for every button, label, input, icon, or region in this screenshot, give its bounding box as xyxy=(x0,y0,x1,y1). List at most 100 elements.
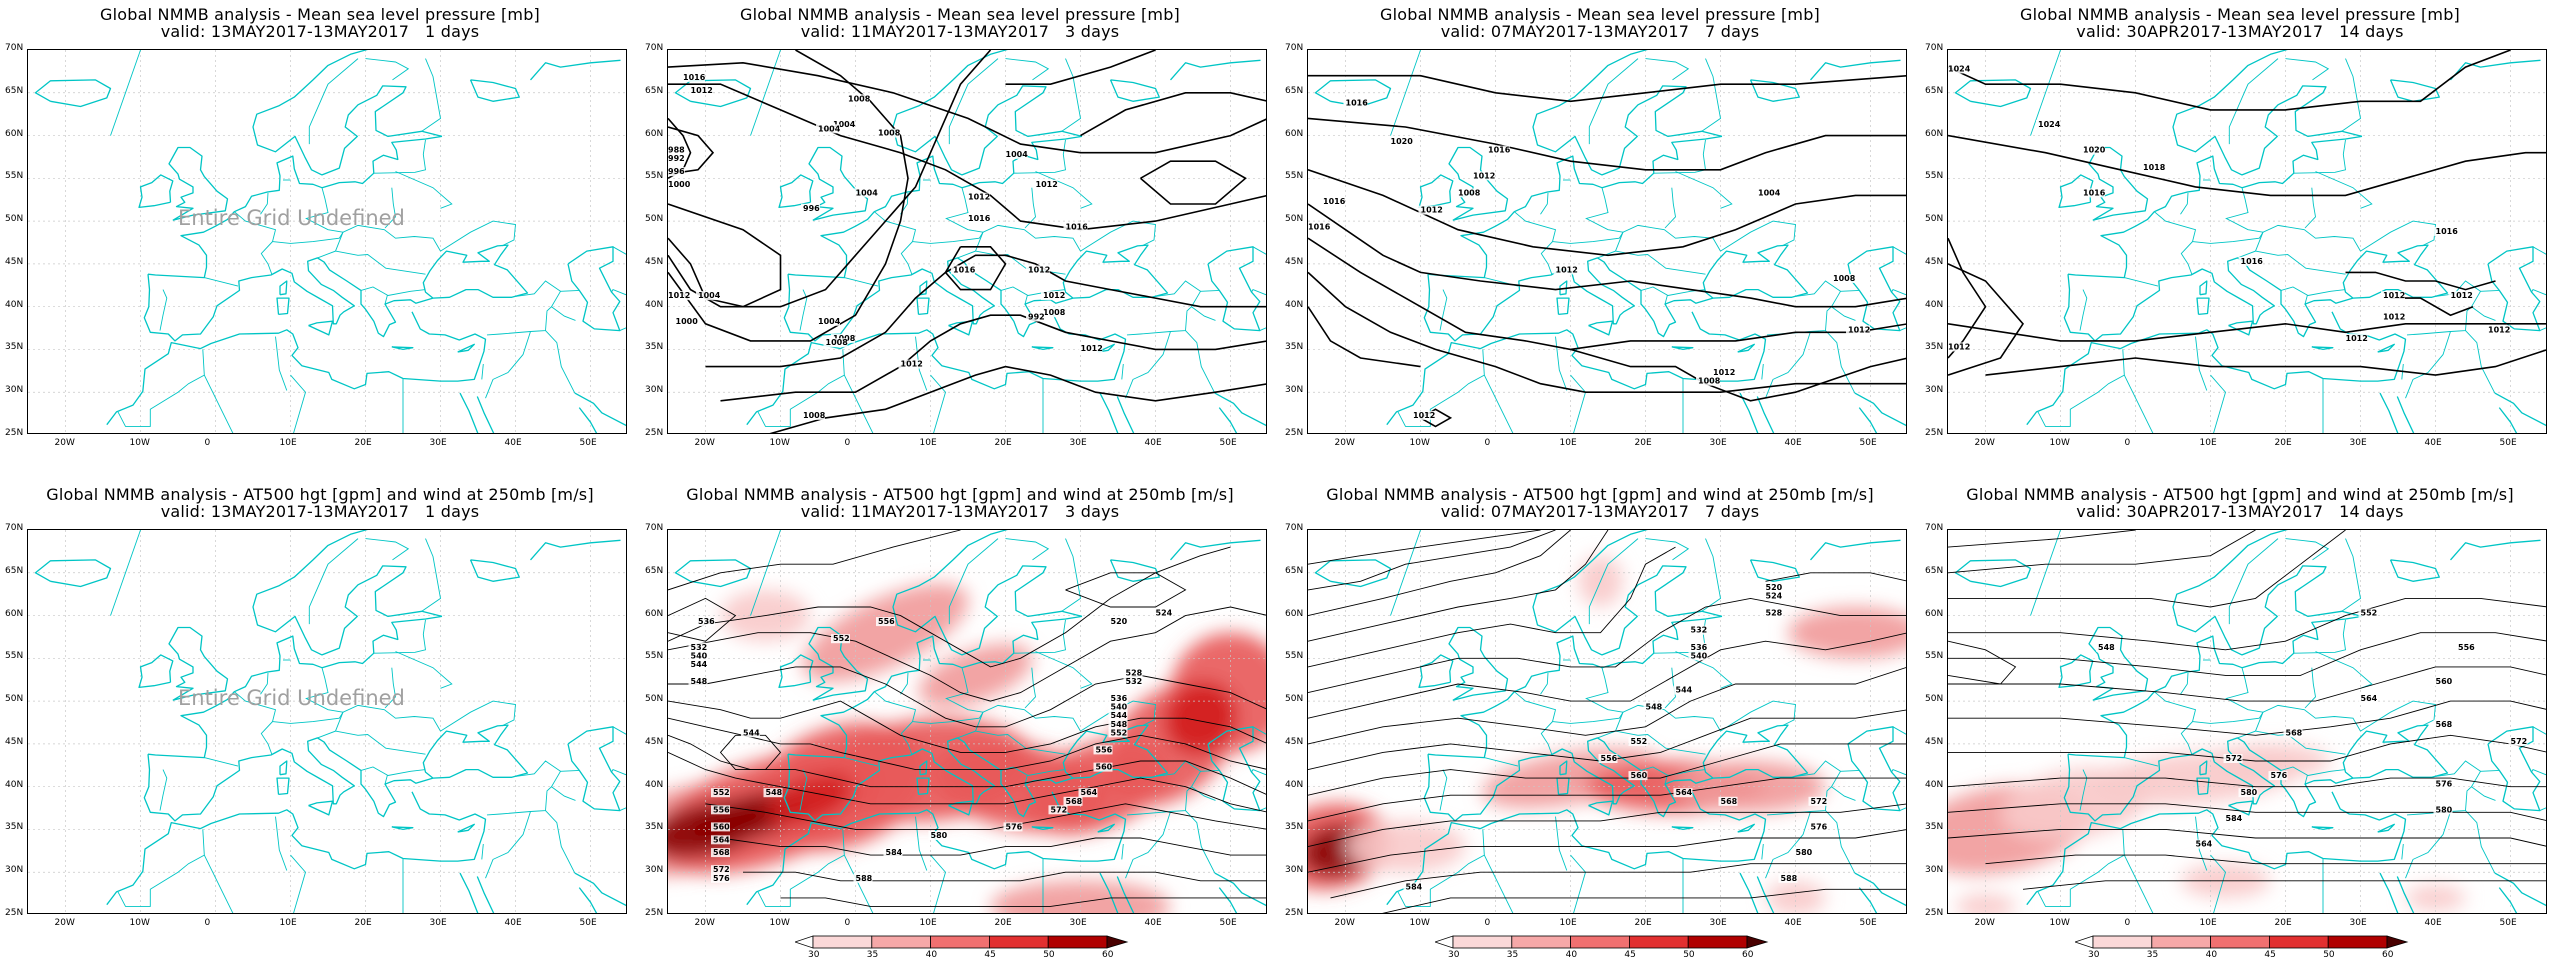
contour-label: 1004 xyxy=(833,120,856,129)
contour-label: 1008 xyxy=(848,94,871,103)
contour-label: 1004 xyxy=(818,317,841,326)
contour-label: 1012 xyxy=(1081,344,1103,353)
latitude-tick-label: 70N xyxy=(1285,43,1304,53)
contour-label: 1020 xyxy=(1391,137,1414,146)
longitude-tick-label: 0 xyxy=(2124,918,2131,928)
coastlines xyxy=(1314,50,1906,433)
contour-label: 560 xyxy=(2436,677,2453,686)
contour-label: 540 xyxy=(1111,703,1128,712)
contour-label: 1016 xyxy=(953,265,976,274)
longitude-tick-label: 50E xyxy=(1219,438,1237,448)
contour-label: 544 xyxy=(1111,711,1128,720)
coastlines xyxy=(1954,530,2546,913)
longitude-tick-label: 10W xyxy=(2049,918,2070,928)
contour-label: 548 xyxy=(2098,643,2115,652)
contour-label: 536 xyxy=(698,617,715,626)
map-frame: 1016 1012 1008 1004 988 992 996 1000 1004 1004 100… xyxy=(667,49,1267,434)
latitude-tick-label: 45N xyxy=(5,736,24,747)
latitude-tick-label: 70N xyxy=(1925,523,1944,533)
latitude-tick-label: 25N xyxy=(645,908,664,918)
contour-label: 572 xyxy=(1811,797,1828,806)
latitude-tick-label: 65N xyxy=(1925,565,1944,576)
contour-label: 1008 xyxy=(1698,377,1721,386)
longitude-tick-label: 0 xyxy=(1484,438,1491,448)
latitude-tick-label: 55N xyxy=(5,651,24,662)
colorbar-tick-label: 40 xyxy=(2205,950,2218,960)
longitude-tick-label: 30E xyxy=(2349,918,2367,928)
contour-label: 1004 xyxy=(698,291,721,300)
contour-label: 1000 xyxy=(668,180,691,189)
latitude-tick-label: 35N xyxy=(1925,342,1944,353)
contour-label: 1016 xyxy=(2083,188,2106,197)
contour-label: 584 xyxy=(1406,882,1423,891)
wind-shade xyxy=(1955,893,2016,913)
contour-label: 540 xyxy=(1691,651,1708,660)
contour-label: 1008 xyxy=(803,411,826,420)
contour-label: 1012 xyxy=(2383,313,2405,322)
contour-label: 1004 xyxy=(818,124,841,133)
latitude-tick-label: 50N xyxy=(1285,694,1304,705)
colorbar-tick-label: 50 xyxy=(1683,950,1695,960)
map-panel: Global NMMB analysis - Mean sea level pr… xyxy=(1920,0,2560,480)
contour-label: 524 xyxy=(1156,609,1173,618)
map-panel: Global NMMB analysis - AT500 hgt [gpm] a… xyxy=(1920,480,2560,960)
longitude-tick-label: 50E xyxy=(579,438,597,448)
latitude-tick-label: 35N xyxy=(645,822,664,833)
contour-lines xyxy=(1308,74,1906,428)
contour-label: 580 xyxy=(1796,848,1813,857)
contour-label: 576 xyxy=(713,874,730,883)
coastlines xyxy=(1314,530,1906,913)
contour-label: 568 xyxy=(713,848,730,857)
contour-label: 528 xyxy=(1766,609,1783,618)
latitude-tick-label: 25N xyxy=(1925,428,1944,438)
latitude-tick-label: 45N xyxy=(1285,736,1304,747)
contour-lines xyxy=(668,530,1266,907)
contour-label: 564 xyxy=(713,835,730,844)
contour-label: 576 xyxy=(1811,822,1828,831)
latitude-tick-label: 70N xyxy=(1285,523,1304,533)
longitude-tick-label: 40E xyxy=(504,918,522,928)
latitude-tick-label: 60N xyxy=(645,128,664,139)
contour-label: 564 xyxy=(1081,788,1098,797)
contour-label: 1012 xyxy=(1556,265,1578,274)
colorbar-tick-label: 60 xyxy=(1742,950,1754,960)
contour-label: 1018 xyxy=(2143,163,2166,172)
contour-label: 532 xyxy=(691,643,708,652)
panel-valid-range: valid: 13MAY2017-13MAY2017 1 days xyxy=(160,502,480,521)
latitude-tick-label: 35N xyxy=(1925,822,1944,833)
longitude-tick-label: 20W xyxy=(694,918,715,928)
latitude-tick-label: 55N xyxy=(1925,171,1944,182)
latitude-tick-label: 30N xyxy=(1285,385,1304,396)
latitude-tick-label: 30N xyxy=(1925,385,1944,396)
latitude-tick-label: 60N xyxy=(1925,128,1944,139)
longitude-tick-label: 10W xyxy=(769,438,790,448)
contour-label: 1004 xyxy=(856,188,879,197)
latitude-tick-label: 70N xyxy=(645,523,664,533)
contour-label: 1012 xyxy=(901,360,923,369)
map-panel: Global NMMB analysis - AT500 hgt [gpm] a… xyxy=(640,480,1280,960)
colorbar-tick-label: 30 xyxy=(2088,950,2100,960)
contour-label: 572 xyxy=(1051,805,1068,814)
longitude-tick-label: 50E xyxy=(2499,438,2517,448)
contour-lines xyxy=(1948,50,2546,376)
contour-label: 536 xyxy=(1691,643,1708,652)
latitude-tick-label: 25N xyxy=(1925,908,1944,918)
longitude-tick-label: 20E xyxy=(994,918,1012,928)
latitude-tick-label: 55N xyxy=(645,651,664,662)
longitude-tick-label: 30E xyxy=(429,918,447,928)
panel-valid-range: valid: 13MAY2017-13MAY2017 1 days xyxy=(160,22,480,41)
longitude-tick-label: 10W xyxy=(1409,918,1430,928)
contour-label: 568 xyxy=(1721,797,1738,806)
latitude-tick-label: 30N xyxy=(5,865,24,876)
contour-label: 992 xyxy=(668,154,685,163)
contour-label: 564 xyxy=(2196,840,2213,849)
contour-label: 544 xyxy=(691,660,708,669)
longitude-tick-label: 10E xyxy=(2199,918,2217,928)
latitude-tick-label: 45N xyxy=(1925,736,1944,747)
contour-label: 1008 xyxy=(826,338,849,347)
colorbar-tick-label: 30 xyxy=(1448,950,1460,960)
panel-title: Global NMMB analysis - AT500 hgt [gpm] a… xyxy=(46,485,594,504)
contour-label: 992 xyxy=(1028,313,1045,322)
